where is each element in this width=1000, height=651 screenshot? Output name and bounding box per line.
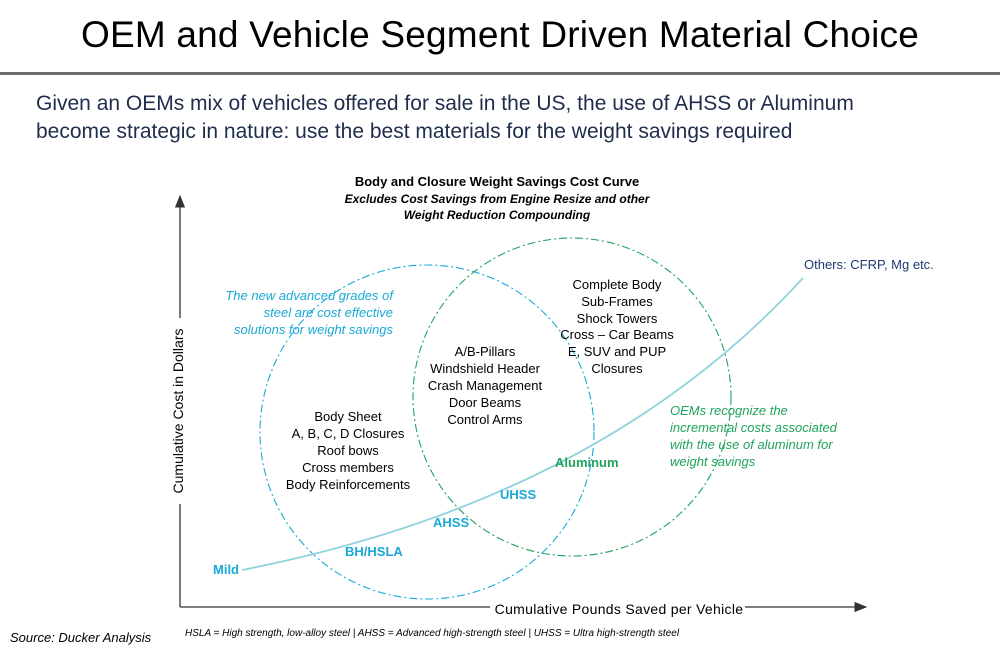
label-aluminum: Aluminum (555, 455, 619, 470)
aluminum-part: Shock Towers (577, 311, 658, 326)
aluminum-part: Complete Body (573, 277, 662, 292)
abbreviations-note: HSLA = High strength, low-alloy steel | … (185, 628, 680, 639)
steel-note-line-3: solutions for weight savings (234, 322, 393, 337)
aluminum-note-line-1: OEMs recognize the (670, 403, 788, 418)
steel-part: Cross members (302, 460, 394, 475)
steel-part: Body Reinforcements (286, 477, 411, 492)
y-axis-label-bg (172, 318, 188, 504)
aluminum-part: E, SUV and PUP (568, 344, 666, 359)
label-ahss: AHSS (433, 515, 469, 530)
steel-part: Roof bows (317, 443, 379, 458)
label-bh-hsla: BH/HSLA (345, 544, 403, 559)
overlap-part: Door Beams (449, 395, 522, 410)
label-others: Others: CFRP, Mg etc. (804, 257, 934, 272)
overlap-part: Control Arms (447, 412, 523, 427)
cost-curve-line (241, 277, 804, 571)
overlap-part: Crash Management (428, 378, 543, 393)
steel-note: The new advanced grades of steel are cos… (225, 288, 394, 337)
diagram-subtitle-line-1: Excludes Cost Savings from Engine Resize… (345, 192, 651, 206)
y-axis-label: Cumulative Cost in Dollars (170, 329, 186, 494)
source-note: Source: Ducker Analysis (10, 630, 152, 645)
steel-circle (259, 264, 595, 600)
overlap-part: Windshield Header (430, 361, 541, 376)
steel-part: A, B, C, D Closures (292, 426, 405, 441)
x-axis-label-bg (490, 598, 745, 616)
steel-part: Body Sheet (314, 409, 382, 424)
steel-note-line-2: steel are cost effective (264, 305, 393, 320)
aluminum-note-line-3: with the use of aluminum for (670, 437, 833, 452)
page-subtitle: Given an OEMs mix of vehicles offered fo… (36, 90, 986, 146)
title-divider (0, 72, 1000, 75)
aluminum-part: Sub-Frames (581, 294, 653, 309)
aluminum-note-line-4: weight savings (670, 454, 756, 469)
page-title: OEM and Vehicle Segment Driven Material … (81, 14, 919, 55)
steel-parts-list: Body Sheet A, B, C, D Closures Roof bows… (286, 409, 411, 492)
steel-note-line-1: The new advanced grades of (225, 288, 394, 303)
subtitle-line-2: become strategic in nature: use the best… (36, 120, 793, 143)
overlap-parts-list: A/B-Pillars Windshield Header Crash Mana… (428, 344, 543, 427)
aluminum-part: Cross – Car Beams (560, 327, 674, 342)
aluminum-part: Closures (591, 361, 643, 376)
aluminum-parts-list: Complete Body Sub-Frames Shock Towers Cr… (560, 277, 674, 376)
overlap-part: A/B-Pillars (455, 344, 516, 359)
aluminum-note-line-2: incremental costs associated (670, 420, 838, 435)
diagram-subtitle-line-2: Weight Reduction Compounding (404, 208, 591, 222)
label-mild: Mild (213, 562, 239, 577)
subtitle-line-1: Given an OEMs mix of vehicles offered fo… (36, 92, 854, 115)
aluminum-note: OEMs recognize the incremental costs ass… (670, 403, 838, 469)
label-uhss: UHSS (500, 487, 536, 502)
diagram-title: Body and Closure Weight Savings Cost Cur… (355, 174, 639, 189)
aluminum-circle (412, 237, 732, 557)
x-axis-label: Cumulative Pounds Saved per Vehicle (495, 601, 744, 617)
